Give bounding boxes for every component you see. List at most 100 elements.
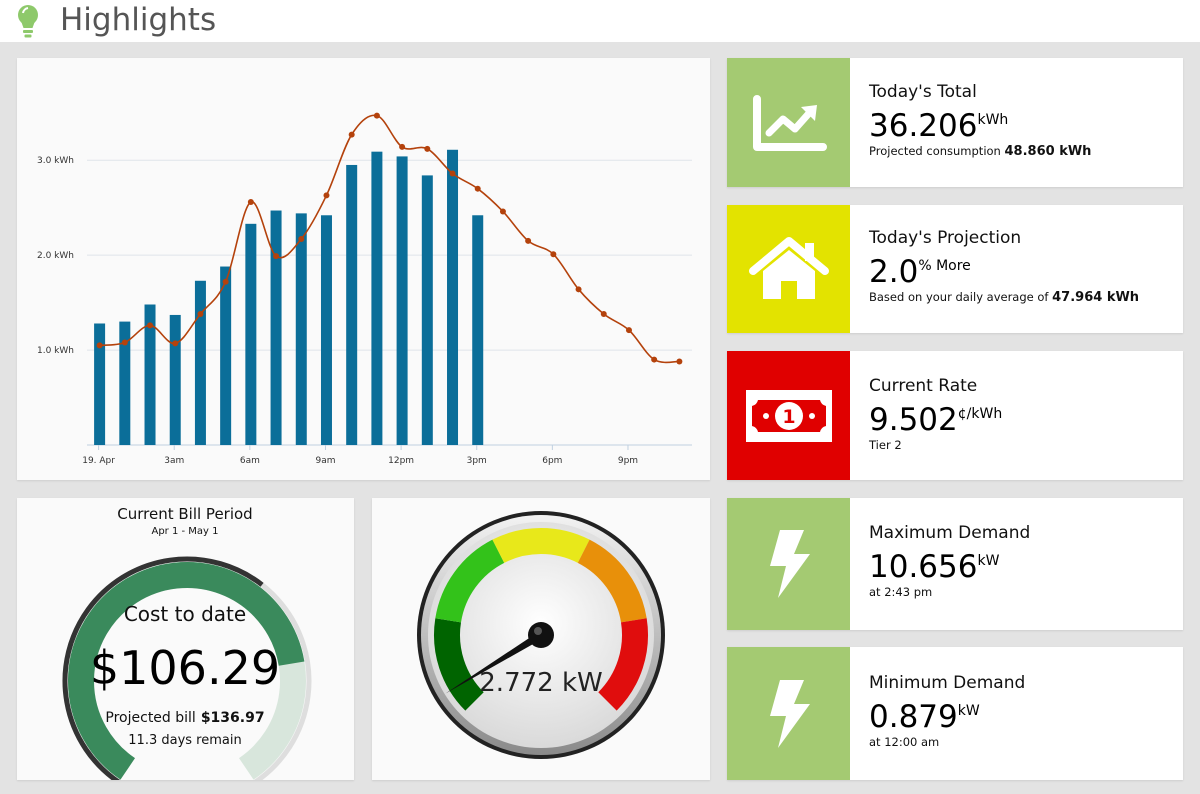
card-todays-projection: Today's Projection 2.0% More Based on yo…: [727, 205, 1183, 333]
bar: [346, 164, 358, 445]
card-icon-box: [727, 205, 850, 333]
gauge-needle: [445, 631, 544, 694]
average-point: [499, 208, 506, 215]
average-point: [625, 327, 632, 334]
average-point: [273, 253, 280, 260]
banknote-icon: 1: [745, 389, 832, 442]
card-subtext: Projected consumption 48.860 kWh: [869, 144, 1177, 159]
card-subtext-prefix: at 12:00 am: [869, 735, 940, 749]
bar: [447, 149, 459, 445]
bar: [245, 223, 257, 445]
card-subtext: at 12:00 am: [869, 735, 1177, 750]
gauge-band: [492, 528, 590, 564]
gauge-bands: [434, 528, 648, 711]
card-subtext-prefix: at 2:43 pm: [869, 585, 933, 599]
gauge-band: [435, 539, 505, 623]
house-icon: [748, 237, 829, 299]
bar: [169, 314, 181, 445]
cost-to-date-value: $106.29: [90, 641, 280, 695]
bill-title: Current Bill Period: [117, 505, 252, 523]
average-point: [424, 145, 431, 152]
card-subtext-prefix: Tier 2: [869, 438, 902, 452]
card-value-number: 2.0: [869, 254, 919, 290]
bill-period: Apr 1 - May 1: [151, 526, 218, 537]
y-tick-label: 1.0 kWh: [37, 346, 74, 356]
card-value: 36.206kWh: [869, 102, 1177, 144]
average-point: [96, 342, 103, 349]
bill-cost-arc: [68, 562, 305, 780]
hourly-usage-chart: 1.0 kWh 2.0 kWh 3.0 kWh 19. Apr 3am 6am 9am 12p…: [37, 112, 692, 466]
svg-text:1: 1: [782, 406, 795, 428]
page-header: Highlights: [0, 0, 1200, 42]
average-point: [323, 192, 330, 199]
bar: [144, 304, 156, 445]
y-tick-label: 2.0 kWh: [37, 251, 74, 261]
gauge-hub-highlight: [534, 627, 542, 635]
card-subtext-prefix: Based on your daily average of: [869, 290, 1049, 304]
cost-to-date-label: Cost to date: [124, 602, 246, 626]
card-value: 2.0% More: [869, 248, 1177, 290]
trend-chart-icon: [752, 94, 827, 151]
card-value: 10.656kW: [869, 543, 1177, 585]
card-unit: % More: [918, 258, 971, 274]
average-point: [474, 185, 481, 192]
projected-bill: Projected bill $136.97: [105, 710, 264, 726]
card-current-rate: 1 Current Rate 9.502¢/kWh Tier 2: [727, 351, 1183, 480]
card-subtext: at 2:43 pm: [869, 585, 1177, 600]
gauge-band: [434, 618, 485, 711]
days-remaining: 11.3 days remain: [128, 733, 241, 748]
card-label: Minimum Demand: [869, 673, 1026, 693]
card-subtext: Based on your daily average of 47.964 kW…: [869, 290, 1177, 305]
average-point: [121, 339, 128, 346]
card-value-number: 9.502: [869, 402, 958, 438]
average-point: [676, 358, 683, 365]
card-icon-box: [727, 498, 850, 630]
bar: [472, 215, 484, 445]
average-point: [348, 131, 355, 138]
gauge-band: [597, 618, 648, 711]
card-unit: kWh: [977, 112, 1009, 128]
projected-bill-label: Projected bill: [105, 710, 195, 726]
card-label: Maximum Demand: [869, 523, 1031, 543]
average-point: [197, 310, 204, 317]
card-unit: kW: [977, 553, 1000, 569]
average-point: [651, 356, 658, 363]
card-value-number: 36.206: [869, 108, 978, 144]
demand-reading: 2.772 kW: [479, 668, 602, 698]
page-title: Highlights: [60, 2, 217, 38]
bar: [94, 323, 106, 445]
gauge-hub: [528, 622, 554, 648]
card-label: Today's Total: [869, 82, 977, 102]
bar: [371, 151, 383, 445]
x-tick-label: 3am: [164, 456, 184, 466]
card-icon-box: 1: [727, 351, 850, 480]
card-subtext-bold: 47.964 kWh: [1052, 290, 1140, 305]
card-icon-box: [727, 647, 850, 780]
card-value: 9.502¢/kWh: [869, 396, 1177, 438]
card-unit: ¢/kWh: [957, 406, 1003, 422]
average-point: [172, 340, 179, 347]
bar: [220, 266, 232, 445]
x-tick-label: 6am: [240, 456, 260, 466]
card-minimum-demand: Minimum Demand 0.879kW at 12:00 am: [727, 647, 1183, 780]
card-icon-box: [727, 58, 850, 187]
lightning-icon: [769, 679, 810, 748]
card-maximum-demand: Maximum Demand 10.656kW at 2:43 pm: [727, 498, 1183, 630]
average-point: [600, 310, 607, 317]
x-tick-label: 9am: [315, 456, 335, 466]
bar: [396, 156, 408, 445]
average-point: [399, 143, 406, 150]
bar: [119, 321, 131, 445]
projected-bill-value: $136.97: [201, 710, 265, 726]
card-value-number: 10.656: [869, 549, 978, 585]
x-tick-label: 6pm: [542, 456, 562, 466]
card-unit: kW: [957, 703, 980, 719]
hourly-usage-chart-panel: 1.0 kWh 2.0 kWh 3.0 kWh 19. Apr 3am 6am 9am 12p…: [17, 58, 710, 480]
card-subtext: Tier 2: [869, 438, 1177, 453]
average-point: [449, 170, 456, 177]
card-value: 0.879kW: [869, 693, 1177, 735]
average-point: [147, 322, 154, 329]
average-point: [222, 278, 229, 285]
demand-gauge-panel: 2.772 kW: [372, 498, 710, 780]
gauge-band: [577, 539, 647, 623]
